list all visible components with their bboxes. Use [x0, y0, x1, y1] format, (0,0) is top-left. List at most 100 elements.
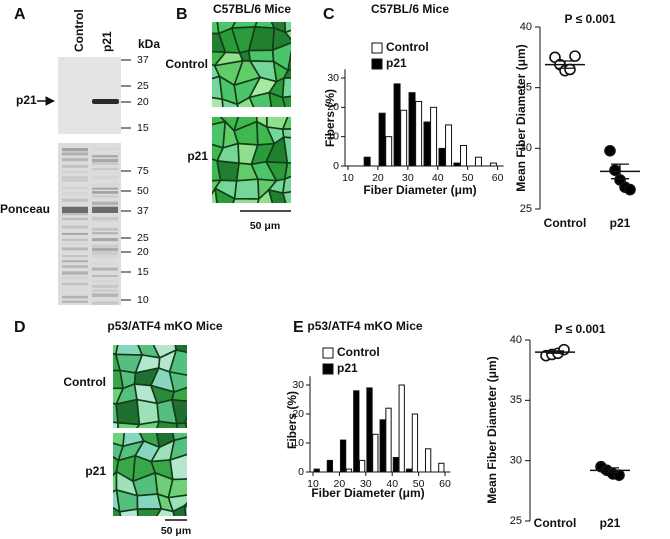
x-tick-label: Control: [534, 516, 577, 530]
chart-title: C57BL/6 Mice: [371, 2, 449, 16]
y-tick-label: 35: [510, 394, 522, 406]
histogram-bar: [366, 387, 373, 473]
ponceau-band: [62, 276, 88, 280]
ponceau-band: [62, 225, 88, 229]
x-tick-label: 10: [307, 478, 319, 490]
error-bar: [611, 163, 629, 180]
ponceau-band: [62, 232, 88, 235]
ponceau-band: [92, 227, 118, 231]
ponceau-band: [62, 213, 88, 216]
scale-bar-label: 50 μm: [161, 525, 191, 537]
muscle-fiber: [183, 501, 187, 508]
lane-label: Control: [72, 9, 86, 52]
muscle-fiber: [191, 436, 210, 464]
muscle-fiber: [113, 421, 119, 428]
ponceau-band: [62, 186, 88, 189]
blot-band: [92, 99, 119, 104]
scale-bar-label: 50 μm: [250, 220, 280, 232]
x-tick-label: 60: [439, 478, 451, 490]
x-tick-label: p21: [600, 516, 621, 530]
histogram-bar: [411, 413, 419, 473]
ponceau-band: [92, 275, 118, 278]
histogram-bar: [398, 384, 405, 473]
marker-label: 20: [137, 96, 149, 108]
muscle-fiber: [284, 29, 291, 41]
marker-label: 37: [137, 54, 149, 66]
histogram-bar: [438, 462, 445, 473]
muscle-fiber: [281, 190, 291, 203]
panel-label: A: [14, 6, 26, 23]
histogram-bar: [372, 433, 379, 473]
row-label: Control: [63, 375, 106, 389]
ponceau-band: [62, 260, 88, 263]
ponceau-band: [92, 284, 118, 288]
data-point: [569, 50, 581, 62]
ponceau-band: [92, 195, 118, 198]
ponceau-band: [62, 148, 88, 152]
ponceau-band: [92, 254, 118, 258]
x-tick-label: 10: [342, 172, 354, 184]
ponceau-band: [92, 175, 118, 180]
muscle-fiber: [212, 120, 227, 149]
muscle-fiber: [189, 331, 210, 354]
ponceau-band: [62, 152, 88, 156]
histogram-bar: [445, 124, 453, 167]
legend-label: p21: [386, 56, 407, 70]
muscle-fiber: [288, 212, 304, 228]
ponceau-band: [92, 216, 118, 221]
annotation: P ≤ 0.001: [564, 12, 615, 26]
muscle-fiber: [156, 420, 178, 428]
muscle-fiber: [233, 178, 260, 200]
legend-label: p21: [337, 361, 358, 375]
x-tick-label: 20: [334, 478, 346, 490]
histogram-bar: [313, 468, 320, 473]
legend-swatch: [371, 42, 383, 54]
ponceau-band: [62, 171, 88, 174]
ponceau-band: [92, 207, 118, 213]
y-axis-label: Mean Fiber Diameter (μm): [485, 356, 499, 503]
muscle-fiber: [190, 368, 207, 386]
muscle-fiber: [168, 349, 187, 376]
data-point: [613, 469, 625, 481]
panel-label: D: [14, 319, 26, 336]
muscle-fiber: [191, 386, 204, 402]
x-tick-label: 50: [413, 478, 425, 490]
ponceau-band: [62, 300, 88, 303]
histogram-bar: [460, 144, 467, 167]
ponceau-band: [62, 179, 88, 182]
muscle-fiber: [169, 436, 187, 462]
muscle-fiber: [282, 68, 291, 79]
histogram-bar: [415, 100, 423, 167]
ponceau-band: [92, 183, 118, 187]
muscle-fiber: [136, 508, 163, 516]
muscle-fiber: [113, 402, 119, 424]
histogram-bar: [353, 390, 360, 473]
micrograph-title: C57BL/6 Mice: [213, 2, 291, 16]
ponceau-band: [92, 280, 118, 283]
muscle-fiber: [212, 75, 224, 101]
y-tick-label: 30: [510, 455, 522, 467]
ponceau-band: [92, 262, 118, 266]
histogram-bar: [423, 121, 431, 167]
legend-swatch: [371, 58, 383, 70]
y-tick-label: 40: [520, 21, 532, 33]
y-tick-label: 10: [327, 130, 339, 142]
lane-label: p21: [100, 31, 114, 52]
y-tick-label: 0: [298, 466, 304, 478]
ponceau-band: [92, 158, 118, 163]
muscle-fiber: [286, 49, 291, 72]
muscle-fiber: [118, 508, 139, 516]
muscle-fiber: [281, 175, 291, 195]
muscle-fiber: [236, 96, 255, 107]
histogram-bar: [358, 459, 366, 473]
ponceau-band: [92, 155, 118, 158]
band-label: p21: [16, 93, 37, 107]
muscle-fiber: [136, 398, 160, 426]
y-tick-label: 30: [327, 72, 339, 84]
data-point: [564, 63, 576, 76]
histogram-bar: [379, 419, 386, 473]
micrograph: [212, 22, 291, 107]
error-bar: [546, 350, 564, 354]
muscle-fiber: [221, 98, 239, 107]
ponceau-band: [62, 217, 88, 220]
